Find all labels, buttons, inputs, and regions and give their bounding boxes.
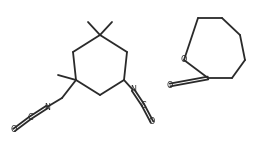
Text: N: N: [44, 103, 50, 112]
Text: C: C: [140, 100, 146, 109]
Text: N: N: [130, 85, 136, 94]
Text: C: C: [27, 113, 33, 122]
Text: O: O: [181, 55, 187, 64]
Text: O: O: [11, 125, 17, 134]
Text: O: O: [149, 118, 155, 127]
Text: O: O: [167, 80, 173, 89]
